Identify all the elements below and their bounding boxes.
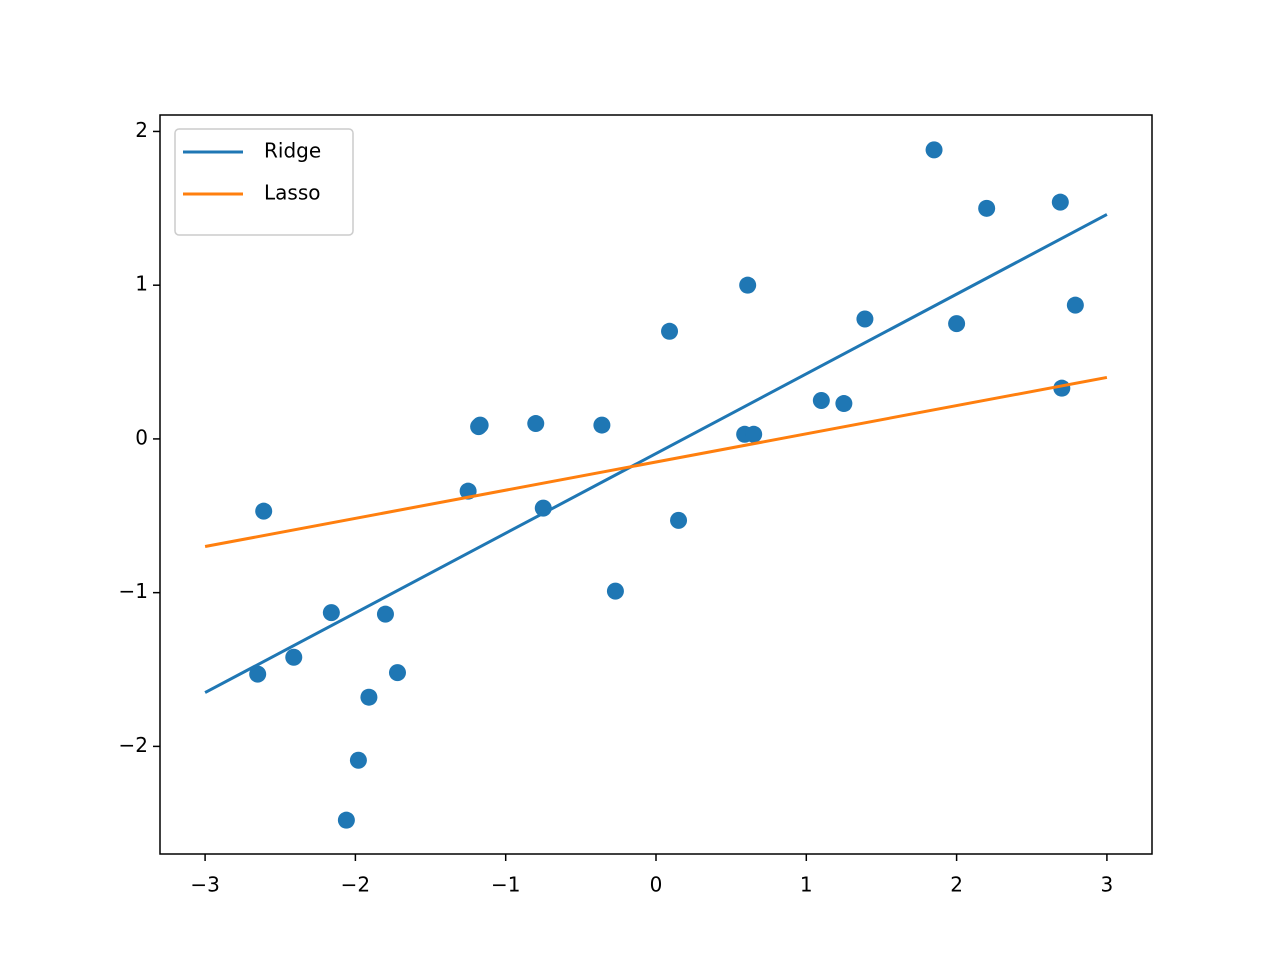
x-tick-label: 3 bbox=[1101, 873, 1114, 897]
legend-box bbox=[174, 128, 354, 236]
point bbox=[745, 425, 763, 443]
point bbox=[285, 648, 303, 666]
point bbox=[1051, 193, 1069, 211]
point bbox=[470, 418, 488, 436]
line bbox=[204, 213, 1108, 694]
plot-frame bbox=[159, 114, 1153, 855]
point bbox=[661, 322, 679, 340]
point bbox=[1066, 296, 1084, 314]
point bbox=[255, 502, 273, 520]
point bbox=[606, 582, 624, 600]
y-tick-label: 1 bbox=[135, 272, 148, 296]
legend-label: Ridge bbox=[264, 139, 321, 163]
x-tick-label: 2 bbox=[950, 873, 963, 897]
x-tick-label: −3 bbox=[190, 873, 219, 897]
point bbox=[978, 199, 996, 217]
point bbox=[527, 415, 545, 433]
y-tick-label: 2 bbox=[135, 118, 148, 142]
point bbox=[249, 665, 267, 683]
point bbox=[925, 141, 943, 159]
y-tick-label: 0 bbox=[135, 425, 148, 449]
point bbox=[812, 391, 830, 409]
x-tick-label: 1 bbox=[800, 873, 813, 897]
point bbox=[349, 751, 367, 769]
point bbox=[337, 811, 355, 829]
point bbox=[739, 276, 757, 294]
point bbox=[360, 688, 378, 706]
point bbox=[835, 395, 853, 413]
point bbox=[948, 315, 966, 333]
legend-label: Lasso bbox=[264, 181, 320, 205]
y-tick-label: −2 bbox=[119, 733, 148, 757]
x-tick-label: −1 bbox=[491, 873, 520, 897]
point bbox=[322, 604, 340, 622]
point bbox=[670, 511, 688, 529]
point bbox=[388, 664, 406, 682]
point bbox=[856, 310, 874, 328]
point bbox=[593, 416, 611, 434]
x-tick-label: −2 bbox=[341, 873, 370, 897]
x-tick-label: 0 bbox=[650, 873, 663, 897]
y-tick-label: −1 bbox=[119, 579, 148, 603]
line bbox=[204, 375, 1108, 549]
point bbox=[376, 605, 394, 623]
